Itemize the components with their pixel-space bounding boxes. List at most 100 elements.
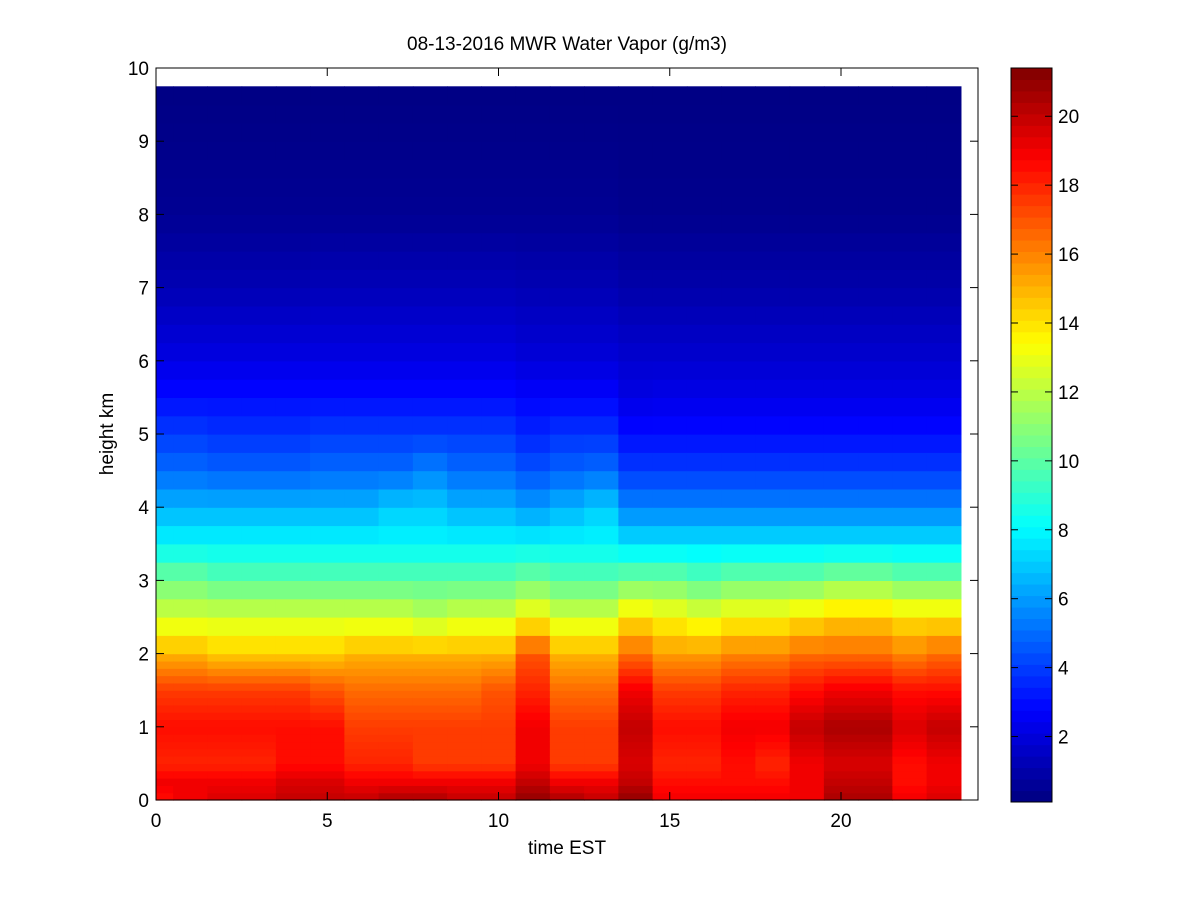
heatmap-cell bbox=[515, 712, 551, 721]
heatmap-cell bbox=[823, 704, 859, 713]
y-tick-label: 5 bbox=[138, 425, 149, 446]
heatmap-cell bbox=[755, 734, 791, 743]
heatmap-cell bbox=[618, 159, 654, 179]
heatmap-cell bbox=[344, 305, 380, 325]
heatmap-cell bbox=[549, 415, 585, 435]
heatmap-cell bbox=[515, 434, 551, 453]
heatmap-cell bbox=[515, 214, 551, 234]
heatmap-cell bbox=[652, 525, 688, 545]
heatmap-cell bbox=[481, 682, 517, 691]
heatmap-cell bbox=[173, 682, 208, 691]
heatmap-cell bbox=[156, 415, 174, 435]
heatmap-cell bbox=[584, 397, 619, 417]
colorbar-swatch bbox=[1011, 125, 1052, 138]
heatmap-cell bbox=[156, 748, 174, 757]
heatmap-cell bbox=[481, 324, 517, 344]
heatmap-cell bbox=[926, 792, 962, 801]
heatmap-cell bbox=[412, 104, 448, 124]
heatmap-cell bbox=[241, 719, 277, 728]
heatmap-cell bbox=[378, 734, 414, 743]
heatmap-cell bbox=[926, 324, 962, 344]
heatmap-cell bbox=[549, 792, 585, 801]
heatmap-cell bbox=[207, 668, 243, 677]
heatmap-cell bbox=[549, 214, 585, 234]
heatmap-cell bbox=[549, 697, 585, 706]
heatmap-cell bbox=[858, 770, 893, 779]
heatmap-cell bbox=[344, 324, 380, 344]
heatmap-cell bbox=[721, 269, 756, 289]
heatmap-cell bbox=[926, 379, 962, 398]
heatmap-cell bbox=[275, 141, 311, 161]
heatmap-cell bbox=[686, 415, 722, 435]
heatmap-cell bbox=[584, 269, 619, 289]
y-tick-label: 2 bbox=[138, 645, 149, 666]
heatmap-cell bbox=[618, 617, 654, 636]
heatmap-cell bbox=[447, 770, 482, 779]
heatmap-cell bbox=[515, 668, 551, 677]
heatmap-cell bbox=[686, 653, 722, 662]
colorbar-swatch bbox=[1011, 205, 1052, 218]
heatmap-cell bbox=[173, 748, 208, 757]
heatmap-cell bbox=[652, 598, 688, 618]
heatmap-cell bbox=[378, 488, 414, 508]
heatmap-cell bbox=[207, 397, 243, 417]
heatmap-cell bbox=[344, 452, 380, 472]
heatmap-cell bbox=[755, 122, 791, 142]
heatmap-cell bbox=[618, 741, 654, 750]
heatmap-cell bbox=[549, 379, 585, 398]
heatmap-cell bbox=[310, 741, 345, 750]
heatmap-cell bbox=[721, 196, 756, 215]
heatmap-cell bbox=[207, 690, 243, 699]
heatmap-cell bbox=[344, 697, 380, 706]
heatmap-cell bbox=[892, 287, 928, 307]
heatmap-cell bbox=[584, 360, 619, 380]
heatmap-cell bbox=[926, 704, 962, 713]
heatmap-cell bbox=[858, 785, 893, 794]
heatmap-cell bbox=[173, 452, 208, 472]
heatmap-cell bbox=[686, 675, 722, 684]
heatmap-cell bbox=[755, 104, 791, 124]
heatmap-cell bbox=[926, 653, 962, 662]
heatmap-cell bbox=[447, 635, 482, 655]
heatmap-cell bbox=[378, 159, 414, 179]
heatmap-cell bbox=[789, 470, 825, 490]
heatmap-cell bbox=[858, 86, 893, 106]
heatmap-cell bbox=[207, 653, 243, 662]
heatmap-cell bbox=[721, 543, 756, 563]
heatmap-cell bbox=[858, 287, 893, 307]
heatmap-cell bbox=[173, 778, 208, 786]
heatmap-cell bbox=[344, 668, 380, 677]
heatmap-cell bbox=[584, 748, 619, 757]
y-tick-label: 7 bbox=[138, 279, 149, 300]
heatmap-cell bbox=[686, 763, 722, 772]
heatmap-cell bbox=[275, 434, 311, 453]
heatmap-cell bbox=[892, 719, 928, 728]
heatmap-cell bbox=[481, 525, 517, 545]
heatmap-cell bbox=[858, 214, 893, 234]
heatmap-cell bbox=[721, 232, 756, 252]
heatmap-cell bbox=[926, 690, 962, 699]
heatmap-cell bbox=[584, 763, 619, 772]
heatmap-cell bbox=[721, 251, 756, 270]
heatmap-cell bbox=[378, 177, 414, 197]
heatmap-cell bbox=[275, 617, 311, 636]
heatmap-cell bbox=[721, 792, 756, 801]
heatmap-cell bbox=[686, 792, 722, 801]
heatmap-cell bbox=[584, 543, 619, 563]
heatmap-cell bbox=[515, 653, 551, 662]
heatmap-cell bbox=[173, 214, 208, 234]
heatmap-cell bbox=[207, 770, 243, 779]
heatmap-cell bbox=[549, 756, 585, 764]
heatmap-cell bbox=[310, 778, 345, 786]
heatmap-cell bbox=[310, 196, 345, 215]
heatmap-cell bbox=[515, 617, 551, 636]
heatmap-cell bbox=[447, 122, 482, 142]
heatmap-cell bbox=[481, 635, 517, 655]
heatmap-cell bbox=[652, 712, 688, 721]
heatmap-cell bbox=[618, 470, 654, 490]
heatmap-cell bbox=[447, 719, 482, 728]
heatmap-cell bbox=[652, 635, 688, 655]
heatmap-cell bbox=[549, 690, 585, 699]
heatmap-cell bbox=[275, 232, 311, 252]
heatmap-cell bbox=[207, 86, 243, 106]
